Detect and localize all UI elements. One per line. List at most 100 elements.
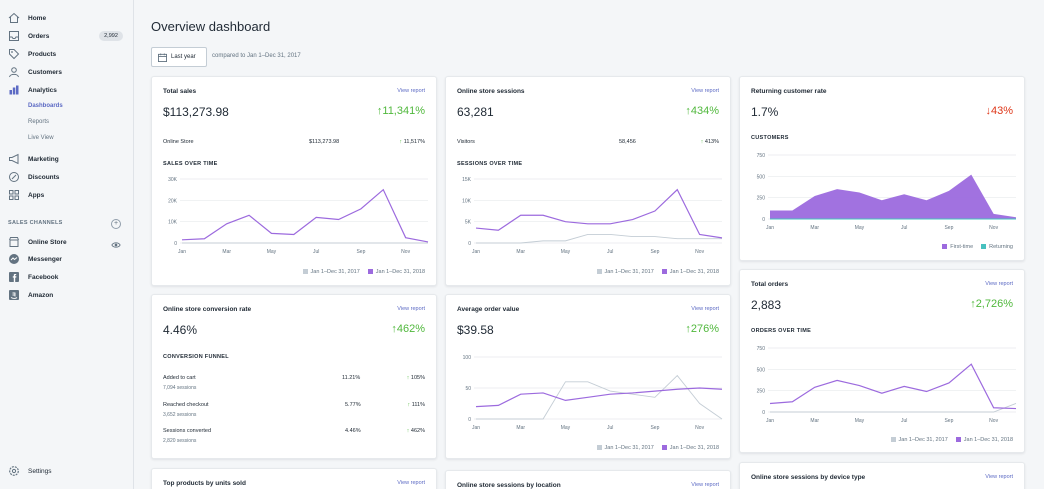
arrow-up-icon: ↑ (391, 323, 397, 335)
view-report-link[interactable]: View report (397, 88, 425, 94)
sidebar-item-label: Messenger (28, 255, 62, 263)
arrow-up-icon: ↑ (406, 428, 411, 434)
sidebar-item-orders[interactable]: Orders (0, 28, 134, 44)
sidebar-item-apps[interactable]: Apps (0, 187, 134, 203)
legend-item-curr: Jan 1–Dec 31, 2018 (661, 269, 719, 275)
change-value: 462% (396, 323, 425, 335)
aov-value: $39.58 (457, 323, 494, 337)
sidebar-subitem-reports[interactable]: Reports (0, 114, 134, 130)
funnel-step-label: Reached checkout (163, 402, 209, 408)
card-online-store-sessions: Online store sessions View report 63,281… (445, 76, 731, 286)
tag-icon (8, 48, 20, 60)
main-content: Overview dashboard Last year compared to… (134, 0, 1044, 489)
sidebar-channel-online-store[interactable]: Online Store (0, 234, 134, 250)
legend-item-prev: Jan 1–Dec 31, 2017 (596, 269, 654, 275)
y-tick-label: 0 (468, 241, 471, 247)
add-channel-button[interactable]: + (111, 219, 121, 229)
conversion-value: 4.46% (163, 323, 198, 337)
x-tick-label: Mar (516, 425, 525, 431)
sidebar-channel-amazon[interactable]: Amazon (0, 287, 134, 303)
change-value: 434% (690, 105, 719, 117)
sidebar-channel-messenger[interactable]: Messenger (0, 251, 134, 267)
arrow-up-icon: ↑ (407, 402, 412, 408)
funnel-step-sessions: 7,094 sessions (163, 385, 197, 391)
view-report-link[interactable]: View report (397, 480, 425, 486)
x-tick-label: Jan (766, 225, 774, 231)
x-tick-label: Sep (650, 425, 659, 431)
y-tick-label: 250 (757, 196, 766, 202)
x-tick-label: May (855, 418, 865, 424)
customers-chart: 0 250 500 750 Jan Mar May Jul Sep Nov (757, 153, 1016, 231)
date-range-label: Last year (171, 54, 196, 60)
sidebar-item-analytics[interactable]: Analytics (0, 82, 134, 98)
view-report-link[interactable]: View report (691, 306, 719, 312)
section-label: SESSIONS OVER TIME (457, 161, 523, 167)
card-title: Total sales (163, 88, 197, 95)
line-2018 (181, 188, 429, 243)
card-total-sales: Total sales View report $113,273.98 ↑11,… (151, 76, 437, 286)
sidebar-item-settings[interactable]: Settings (0, 463, 134, 479)
y-tick-label: 750 (757, 346, 766, 352)
returning-change: ↓43% (985, 105, 1013, 117)
card-title: Returning customer rate (751, 88, 827, 95)
y-tick-label: 250 (757, 389, 766, 395)
orders-count-badge: 2,992 (99, 31, 123, 41)
funnel-step-sessions: 3,652 sessions (163, 412, 197, 418)
eye-icon[interactable] (111, 237, 121, 248)
view-report-link[interactable]: View report (691, 88, 719, 94)
chart-legend: First-time Returning (942, 244, 1013, 250)
funnel-step-change: ↑ 111% (407, 402, 425, 408)
view-report-link[interactable]: View report (985, 281, 1013, 287)
card-sessions-by-location: Online store sessions by location View r… (445, 470, 731, 489)
sidebar-channel-facebook[interactable]: Facebook (0, 269, 134, 285)
line-2018 (475, 387, 723, 408)
x-tick-label: Sep (944, 225, 953, 231)
y-tick-label: 500 (757, 174, 766, 180)
sidebar-item-discounts[interactable]: Discounts (0, 169, 134, 185)
conversion-change: ↑462% (391, 323, 425, 335)
aov-change: ↑276% (685, 323, 719, 335)
y-tick-label: 750 (757, 153, 766, 159)
sidebar-subitem-dashboards[interactable]: Dashboards (0, 98, 134, 114)
sidebar-item-marketing[interactable]: Marketing (0, 151, 134, 167)
funnel-step-change: ↑ 462% (406, 428, 425, 434)
sessions-over-time-chart: 0 5K 10K 15K Jan Mar May Jul Sep Nov (462, 177, 723, 255)
view-report-link[interactable]: View report (397, 306, 425, 312)
gear-icon (8, 465, 20, 477)
sidebar-item-label: Analytics (28, 86, 57, 94)
date-range-button[interactable]: Last year (151, 47, 207, 67)
change-value: 11,341% (382, 105, 425, 117)
orders-over-time-chart: 0 250 500 750 Jan Mar May Jul Sep Nov (757, 346, 1017, 424)
sidebar-item-products[interactable]: Products (0, 46, 134, 62)
row-label: Visitors (457, 139, 475, 145)
line-2018 (769, 363, 1017, 410)
view-report-link[interactable]: View report (691, 482, 719, 488)
change-value: 413% (704, 139, 719, 145)
card-top-products: Top products by units sold View report (151, 468, 437, 489)
sessions-value: 63,281 (457, 105, 494, 119)
person-icon (8, 66, 20, 78)
x-tick-label: Nov (989, 225, 998, 231)
legend-item-prev: Jan 1–Dec 31, 2017 (596, 445, 654, 451)
row-change: ↑ 413% (701, 139, 719, 145)
chart-legend: Jan 1–Dec 31, 2017 Jan 1–Dec 31, 2018 (890, 437, 1013, 443)
x-tick-label: Sep (944, 418, 953, 424)
sidebar-subitem-live-view[interactable]: Live View (0, 130, 134, 146)
x-tick-label: Jan (472, 249, 480, 255)
sidebar-item-customers[interactable]: Customers (0, 64, 134, 80)
facebook-icon (8, 271, 20, 283)
x-tick-label: Jul (901, 225, 907, 231)
funnel-step-sessions: 2,820 sessions (163, 438, 197, 444)
funnel-step-label: Sessions converted (163, 428, 211, 434)
total-sales-value: $113,273.98 (163, 105, 229, 119)
arrow-up-icon: ↑ (700, 139, 705, 145)
sidebar-item-home[interactable]: Home (0, 10, 134, 26)
card-title: Average order value (457, 306, 520, 313)
store-icon (8, 236, 20, 248)
view-report-link[interactable]: View report (985, 474, 1013, 480)
chart-legend: Jan 1–Dec 31, 2017 Jan 1–Dec 31, 2018 (596, 269, 719, 275)
y-tick-label: 5K (465, 220, 472, 226)
orders-change: ↑2,726% (970, 298, 1013, 310)
x-tick-label: May (855, 225, 865, 231)
